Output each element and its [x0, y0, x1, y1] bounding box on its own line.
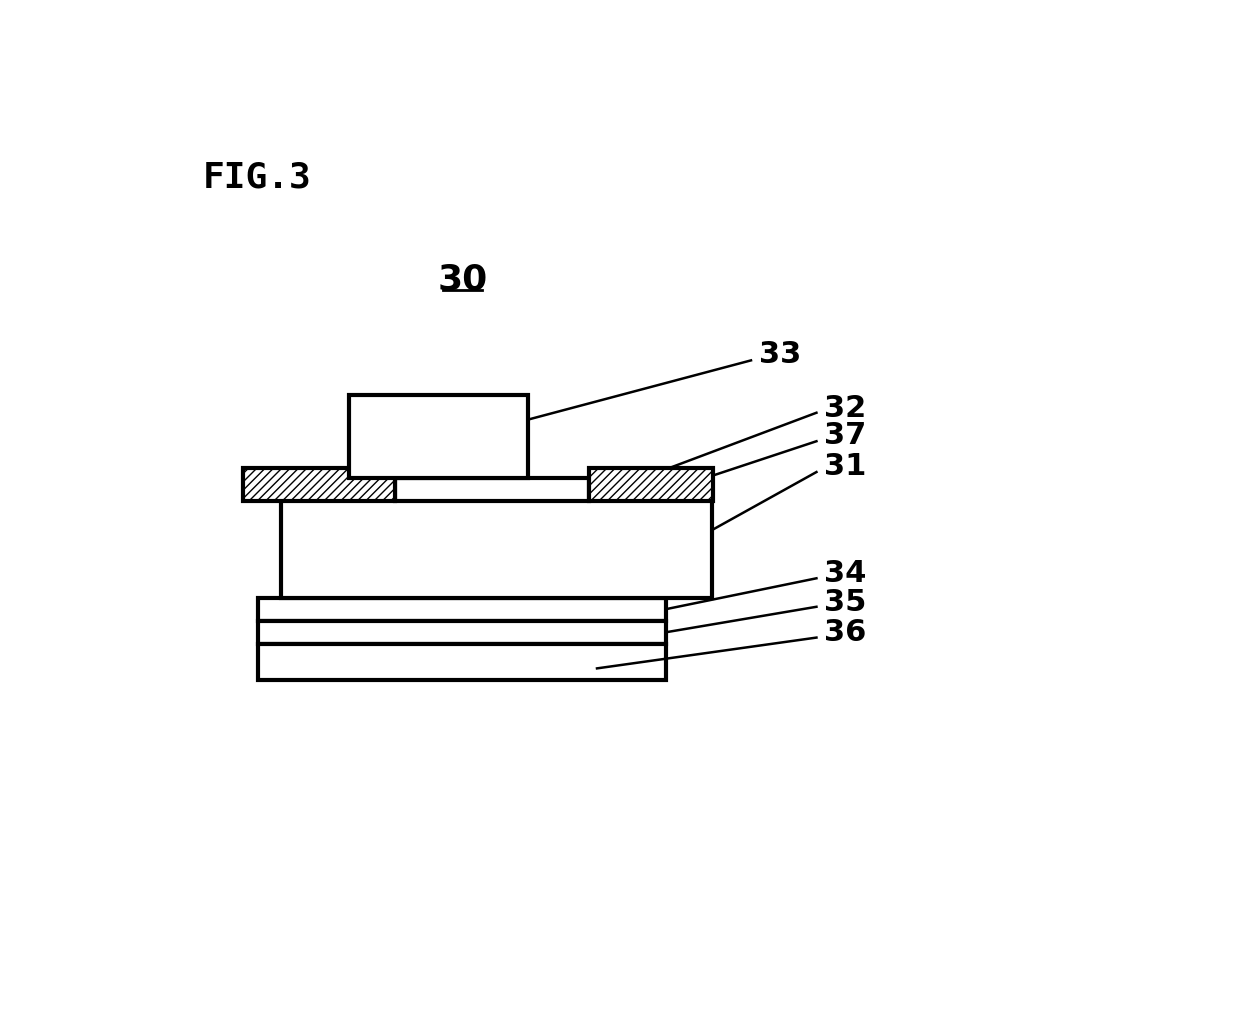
Bar	[258, 621, 666, 644]
Bar	[589, 468, 713, 501]
Text: 34: 34	[825, 559, 867, 588]
Text: 33: 33	[759, 341, 801, 369]
Text: 32: 32	[825, 393, 867, 423]
Bar	[281, 499, 713, 597]
Bar	[350, 395, 528, 479]
Bar	[243, 468, 396, 501]
Bar	[258, 644, 666, 680]
Bar	[396, 479, 589, 501]
Text: 35: 35	[825, 588, 867, 617]
Text: 36: 36	[825, 618, 867, 647]
Text: FIG.3: FIG.3	[203, 160, 311, 194]
Text: 31: 31	[825, 452, 867, 481]
Text: 30: 30	[438, 263, 487, 296]
Bar	[258, 597, 666, 621]
Text: 37: 37	[825, 422, 867, 450]
